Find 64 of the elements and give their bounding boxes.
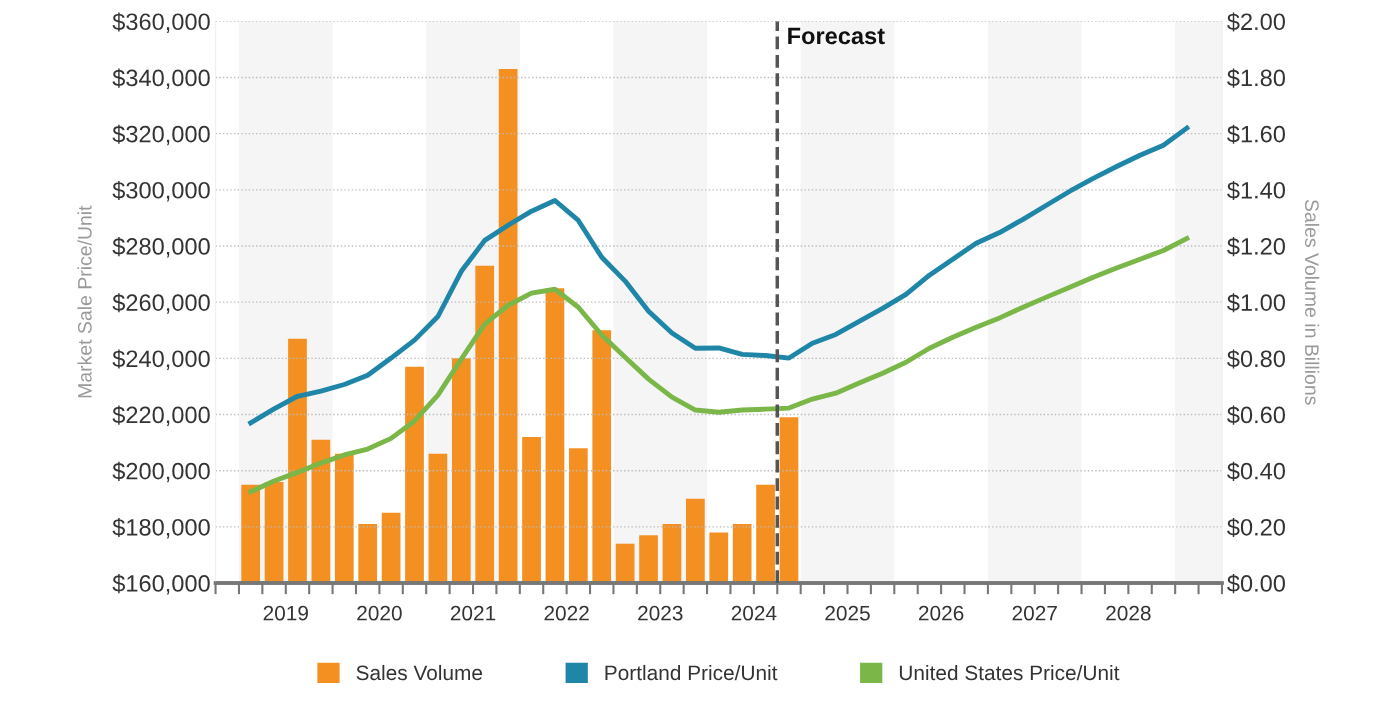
y-tick-label: $320,000 bbox=[112, 124, 210, 146]
y-axis-title: Market Sale Price/Unit bbox=[77, 205, 92, 398]
y-tick-label: $280,000 bbox=[112, 237, 210, 258]
bar bbox=[639, 535, 658, 584]
bar bbox=[264, 481, 284, 584]
bar bbox=[288, 338, 307, 584]
bar bbox=[568, 448, 588, 584]
bar bbox=[779, 417, 799, 584]
y2-tick-label: $1.00 bbox=[1227, 293, 1285, 313]
x-tick-label: 2024 bbox=[731, 605, 777, 621]
line-series bbox=[248, 235, 1190, 495]
x-tick-label: 2022 bbox=[544, 605, 589, 621]
bar bbox=[709, 532, 729, 584]
bar bbox=[405, 366, 424, 584]
y2-tick-label: $0.80 bbox=[1227, 349, 1285, 369]
bar bbox=[615, 543, 635, 584]
y2-tick-label: $0.60 bbox=[1227, 405, 1285, 425]
y-tick-label: $300,000 bbox=[112, 180, 210, 202]
ref-line-label: Forecast bbox=[788, 27, 885, 45]
bar bbox=[592, 330, 612, 584]
bar bbox=[498, 69, 518, 584]
legend-label: Sales Volume bbox=[356, 664, 483, 681]
x-tick-label: 2027 bbox=[1012, 605, 1057, 621]
y-tick-label: $240,000 bbox=[112, 349, 210, 370]
y2-tick-label: $1.40 bbox=[1227, 180, 1285, 201]
y-tick-label: $360,000 bbox=[112, 12, 210, 33]
y-tick-label: $340,000 bbox=[112, 68, 210, 90]
x-tick-label: 2025 bbox=[825, 605, 870, 621]
y2-tick-label: $0.00 bbox=[1227, 574, 1285, 594]
y2-tick-label: $1.20 bbox=[1227, 237, 1285, 257]
bar bbox=[358, 524, 378, 584]
y2-tick-label: $0.20 bbox=[1227, 517, 1285, 538]
bar bbox=[381, 512, 401, 584]
bar bbox=[428, 453, 448, 584]
bar bbox=[451, 358, 471, 584]
y-tick-label: $220,000 bbox=[112, 405, 210, 427]
bar bbox=[334, 453, 354, 584]
y2-axis-title: Sales Volume in Billions bbox=[1304, 199, 1320, 405]
x-tick-label: 2019 bbox=[263, 605, 308, 621]
x-tick-label: 2023 bbox=[638, 605, 683, 621]
y-tick-label: $180,000 bbox=[112, 517, 210, 539]
bar bbox=[732, 524, 752, 584]
y-tick-label: $260,000 bbox=[112, 293, 210, 314]
y-tick-label: $200,000 bbox=[112, 461, 210, 483]
bar bbox=[241, 484, 261, 584]
bar bbox=[475, 265, 495, 584]
legend-label: United States Price/Unit bbox=[899, 664, 1120, 681]
bar bbox=[311, 439, 331, 584]
x-tick-label: 2028 bbox=[1106, 605, 1151, 621]
bar bbox=[522, 436, 541, 584]
bar bbox=[545, 288, 565, 584]
y2-tick-label: $1.80 bbox=[1227, 68, 1285, 88]
y2-tick-label: $2.00 bbox=[1227, 12, 1285, 32]
line-series bbox=[248, 125, 1190, 426]
bar bbox=[662, 524, 682, 584]
y-tick-label: $160,000 bbox=[112, 574, 210, 595]
x-tick-label: 2020 bbox=[357, 605, 402, 621]
y2-tick-label: $1.60 bbox=[1227, 124, 1285, 144]
legend-label: Portland Price/Unit bbox=[605, 664, 778, 681]
bar bbox=[756, 484, 775, 584]
x-tick-label: 2026 bbox=[918, 605, 964, 621]
x-tick-label: 2021 bbox=[450, 605, 496, 621]
bar bbox=[686, 498, 705, 584]
y2-tick-label: $0.40 bbox=[1227, 461, 1285, 481]
